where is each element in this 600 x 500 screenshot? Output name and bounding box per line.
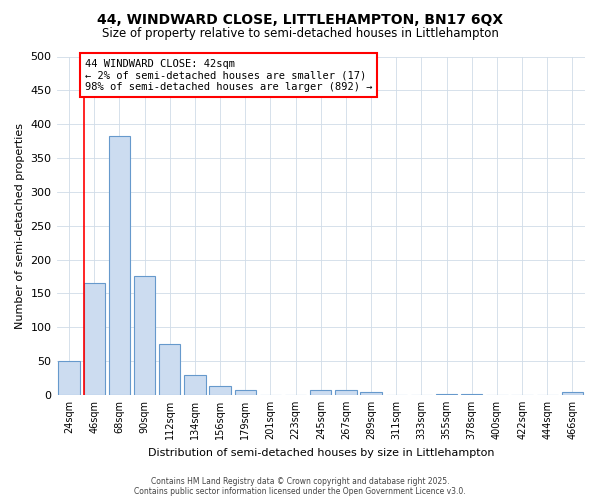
Bar <box>235 390 256 395</box>
Bar <box>83 283 105 395</box>
Text: 44, WINDWARD CLOSE, LITTLEHAMPTON, BN17 6QX: 44, WINDWARD CLOSE, LITTLEHAMPTON, BN17 … <box>97 12 503 26</box>
Bar <box>310 390 331 395</box>
Bar <box>184 374 206 395</box>
Bar <box>134 276 155 395</box>
Text: Size of property relative to semi-detached houses in Littlehampton: Size of property relative to semi-detach… <box>101 28 499 40</box>
Y-axis label: Number of semi-detached properties: Number of semi-detached properties <box>15 122 25 328</box>
Text: 44 WINDWARD CLOSE: 42sqm
← 2% of semi-detached houses are smaller (17)
98% of se: 44 WINDWARD CLOSE: 42sqm ← 2% of semi-de… <box>85 58 372 92</box>
X-axis label: Distribution of semi-detached houses by size in Littlehampton: Distribution of semi-detached houses by … <box>148 448 494 458</box>
Bar <box>461 394 482 395</box>
Bar <box>209 386 231 395</box>
Bar <box>159 344 181 395</box>
Bar <box>361 392 382 395</box>
Bar <box>58 361 80 395</box>
Bar <box>436 394 457 395</box>
Text: Contains HM Land Registry data © Crown copyright and database right 2025.
Contai: Contains HM Land Registry data © Crown c… <box>134 476 466 496</box>
Bar <box>562 392 583 395</box>
Bar <box>335 390 356 395</box>
Bar <box>109 136 130 395</box>
